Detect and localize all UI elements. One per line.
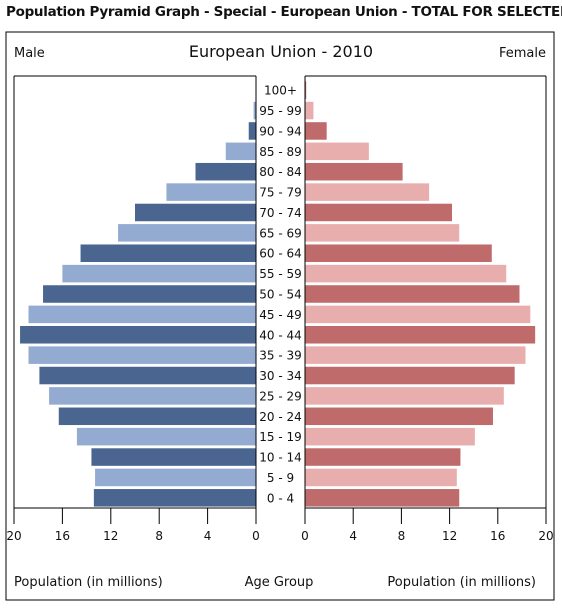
female-bar <box>305 489 460 507</box>
male-tick-label: 12 <box>103 529 118 543</box>
male-bar <box>195 162 256 181</box>
male-bar <box>248 122 256 140</box>
female-bar <box>305 142 369 161</box>
male-bar <box>166 183 256 201</box>
male-bar <box>58 407 256 426</box>
age-group-label: 15 - 19 <box>259 430 302 444</box>
age-group-label: 30 - 34 <box>259 369 302 383</box>
age-group-label: 40 - 44 <box>259 328 302 342</box>
age-group-label: 95 - 99 <box>259 104 302 118</box>
female-bar <box>305 122 327 140</box>
female-bar <box>305 407 493 426</box>
male-tick-label: 0 <box>252 529 260 543</box>
female-bar <box>305 264 507 283</box>
male-bar <box>20 325 256 344</box>
age-group-labels: 100+ 95 - 99 90 - 94 85 - 89 80 - 84 75 - 79 7… <box>259 84 302 506</box>
female-bar <box>305 366 515 385</box>
male-tick-label: 4 <box>204 529 212 543</box>
age-group-label: 100+ <box>264 84 297 98</box>
female-tick-label: 8 <box>398 529 406 543</box>
age-group-label: 65 - 69 <box>259 226 302 240</box>
male-bar <box>28 305 256 324</box>
age-group-label: 80 - 84 <box>259 165 302 179</box>
female-bar <box>305 244 492 263</box>
male-bar <box>225 142 256 161</box>
female-bar <box>305 325 536 344</box>
age-group-label: 50 - 54 <box>259 288 302 302</box>
female-x-axis-label: Population (in millions) <box>387 575 536 590</box>
age-group-label: 85 - 89 <box>259 145 302 159</box>
female-bar <box>305 285 520 303</box>
female-tick-label: 20 <box>538 529 553 543</box>
male-x-ticks: 0 4 8 12 16 20 <box>6 508 260 543</box>
female-tick-label: 12 <box>442 529 457 543</box>
male-bar <box>95 468 256 487</box>
male-bar <box>43 285 256 303</box>
age-group-label: 0 - 4 <box>267 491 294 505</box>
male-bar <box>118 224 256 242</box>
female-x-ticks: 0 4 8 12 16 20 <box>301 508 554 543</box>
age-group-label: 20 - 24 <box>259 410 302 424</box>
male-bar <box>80 244 256 263</box>
age-group-label: 90 - 94 <box>259 124 302 138</box>
female-bar <box>305 183 430 201</box>
male-bar <box>253 101 256 120</box>
age-group-label: 70 - 74 <box>259 206 302 220</box>
male-bar <box>62 264 257 283</box>
female-bar <box>305 448 461 466</box>
male-tick-label: 16 <box>55 529 70 543</box>
female-bar <box>305 305 531 324</box>
male-tick-label: 20 <box>6 529 21 543</box>
male-bar <box>28 346 256 364</box>
age-group-label: 10 - 14 <box>259 451 302 465</box>
age-group-label: 25 - 29 <box>259 389 302 403</box>
male-tick-label: 8 <box>155 529 163 543</box>
female-bar <box>305 162 403 181</box>
male-bar <box>49 387 257 405</box>
female-bar <box>305 427 475 446</box>
male-bar <box>91 448 256 466</box>
chart-title: European Union - 2010 <box>189 42 373 61</box>
female-tick-label: 4 <box>349 529 357 543</box>
female-bar <box>305 387 504 405</box>
age-group-label: 60 - 64 <box>259 247 302 261</box>
male-bar <box>93 489 256 507</box>
female-tick-label: 0 <box>301 529 309 543</box>
female-bar <box>305 468 457 487</box>
age-group-label: 45 - 49 <box>259 308 302 322</box>
female-tick-label: 16 <box>490 529 505 543</box>
male-x-axis-label: Population (in millions) <box>14 575 163 590</box>
female-bar <box>305 346 526 364</box>
male-bar <box>76 427 256 446</box>
female-bar <box>305 81 307 99</box>
age-group-label: 75 - 79 <box>259 186 302 200</box>
male-bar <box>39 366 256 385</box>
age-group-label: 35 - 39 <box>259 349 302 363</box>
age-group-label: 5 - 9 <box>267 471 294 485</box>
male-bar <box>135 203 256 222</box>
age-group-label: 55 - 59 <box>259 267 302 281</box>
male-label: Male <box>14 46 45 61</box>
female-bars <box>305 81 536 507</box>
female-bar <box>305 101 314 120</box>
page-title: Population Pyramid Graph - Special - Eur… <box>6 4 562 20</box>
female-bar <box>305 203 453 222</box>
male-bars <box>20 81 257 507</box>
female-label: Female <box>499 46 546 61</box>
female-bar <box>305 224 460 242</box>
age-group-axis-label: Age Group <box>245 575 314 590</box>
